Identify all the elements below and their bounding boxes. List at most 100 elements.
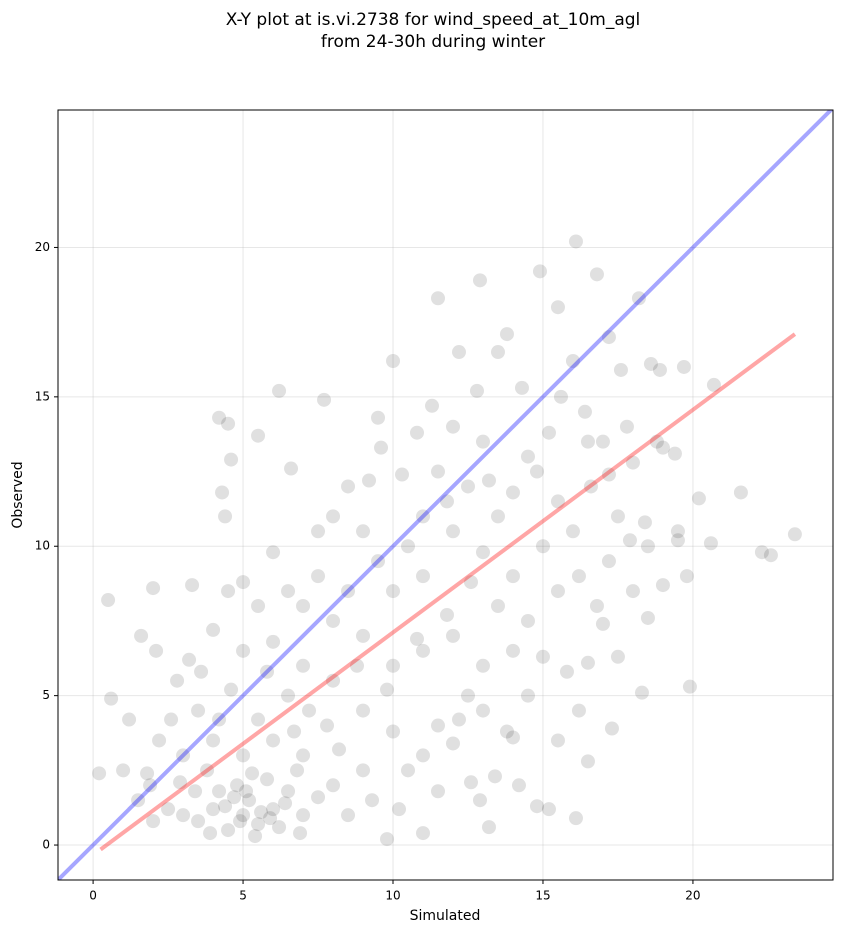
point — [284, 461, 299, 476]
point — [631, 291, 646, 306]
point — [595, 616, 610, 631]
point — [416, 569, 431, 584]
point — [278, 796, 293, 811]
point — [296, 808, 311, 823]
point — [520, 613, 535, 628]
point — [260, 772, 275, 787]
point — [122, 712, 137, 727]
point — [410, 425, 425, 440]
point — [410, 631, 425, 646]
point — [371, 554, 386, 569]
point — [236, 808, 251, 823]
point — [221, 584, 236, 599]
point — [233, 814, 248, 829]
point — [218, 509, 233, 524]
point — [451, 345, 466, 360]
point — [221, 823, 236, 838]
point — [146, 814, 161, 829]
point — [236, 575, 251, 590]
point — [164, 712, 179, 727]
point — [505, 569, 520, 584]
point — [679, 569, 694, 584]
point — [200, 763, 215, 778]
point — [670, 533, 685, 548]
point — [143, 778, 158, 793]
point — [92, 766, 107, 781]
point — [445, 736, 460, 751]
point — [640, 610, 655, 625]
point — [754, 545, 769, 560]
point — [281, 584, 296, 599]
point — [296, 658, 311, 673]
y-axis-label: Observed — [10, 461, 26, 528]
point — [763, 548, 778, 563]
point — [386, 724, 401, 739]
point — [490, 345, 505, 360]
point — [173, 775, 188, 790]
point — [212, 410, 227, 425]
point — [505, 730, 520, 745]
point — [296, 748, 311, 763]
point — [212, 712, 227, 727]
point — [568, 811, 583, 826]
point — [341, 479, 356, 494]
point — [386, 658, 401, 673]
point — [266, 733, 281, 748]
y-tick-label: 20 — [35, 240, 50, 254]
point — [520, 449, 535, 464]
reference-line — [58, 110, 833, 880]
point — [287, 724, 302, 739]
point — [431, 291, 446, 306]
point — [356, 524, 371, 539]
point — [380, 682, 395, 697]
point — [206, 622, 221, 637]
point — [350, 658, 365, 673]
point — [356, 628, 371, 643]
point — [386, 353, 401, 368]
plot-area — [58, 110, 833, 880]
point — [613, 362, 628, 377]
point — [520, 688, 535, 703]
point — [311, 524, 326, 539]
point — [475, 703, 490, 718]
point — [583, 479, 598, 494]
point — [601, 554, 616, 569]
point — [787, 527, 802, 542]
point — [416, 748, 431, 763]
point — [215, 485, 230, 500]
point — [293, 826, 308, 841]
point — [535, 539, 550, 554]
point — [302, 703, 317, 718]
point — [431, 784, 446, 799]
point — [655, 578, 670, 593]
point — [356, 763, 371, 778]
point — [395, 467, 410, 482]
point — [251, 599, 266, 614]
point — [475, 434, 490, 449]
point — [610, 509, 625, 524]
point — [622, 533, 637, 548]
point — [371, 410, 386, 425]
point — [416, 509, 431, 524]
point — [365, 793, 380, 808]
point — [224, 682, 239, 697]
point — [254, 805, 269, 820]
point — [326, 673, 341, 688]
point — [634, 685, 649, 700]
y-tick-label: 10 — [35, 539, 50, 553]
point — [463, 775, 478, 790]
x-tick-label: 0 — [89, 889, 97, 903]
point — [667, 446, 682, 461]
point — [140, 766, 155, 781]
point — [176, 748, 191, 763]
point — [245, 766, 260, 781]
point — [311, 790, 326, 805]
y-tick-label: 5 — [42, 688, 50, 702]
point — [463, 575, 478, 590]
point — [487, 769, 502, 784]
point — [691, 491, 706, 506]
point — [317, 392, 332, 407]
point — [610, 649, 625, 664]
point — [416, 643, 431, 658]
point — [601, 330, 616, 345]
